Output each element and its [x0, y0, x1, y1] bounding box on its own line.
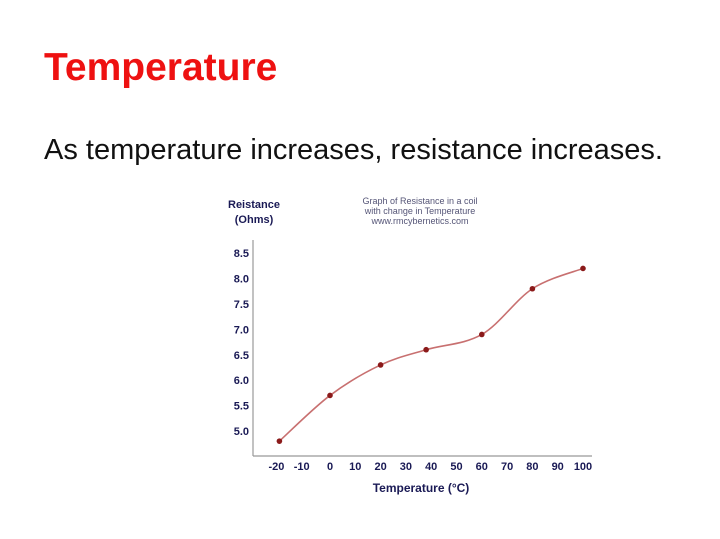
x-tick-label: 70 [501, 461, 513, 473]
x-tick-label: 10 [349, 461, 361, 473]
y-tick-label: 7.0 [234, 324, 249, 336]
data-point [423, 346, 429, 353]
chart-title-line1: Graph of Resistance in a coil [362, 196, 477, 206]
x-tick-label: 90 [552, 461, 564, 473]
x-tick-label: 60 [476, 461, 488, 473]
resistance-curve [278, 267, 584, 442]
slide-body-text: As temperature increases, resistance inc… [44, 134, 663, 166]
x-tick-label: 80 [526, 461, 538, 473]
x-axis-label: Temperature (°C) [373, 481, 470, 495]
data-point [327, 392, 333, 399]
y-tick-label: 8.5 [234, 248, 249, 260]
x-tick-label: 40 [425, 461, 437, 473]
chart-title-line2: with change in Temperature [364, 206, 475, 216]
y-tick-label: 5.0 [234, 426, 249, 438]
slide-title: Temperature [44, 46, 278, 89]
x-tick-label: -20 [268, 461, 284, 473]
x-tick-label: 50 [450, 461, 462, 473]
y-axis-label-line2: (Ohms) [235, 214, 274, 226]
x-tick-label: 20 [374, 461, 386, 473]
y-axis-label-line1: Reistance [228, 199, 280, 211]
x-tick-label: -10 [294, 461, 310, 473]
chart-title-line3: www.rmcybernetics.com [370, 216, 468, 226]
x-tick-label: 0 [327, 461, 333, 473]
y-tick-label: 5.5 [234, 401, 249, 413]
data-point [276, 438, 283, 444]
data-point [580, 265, 586, 272]
data-point [479, 331, 485, 338]
y-tick-label: 6.5 [234, 350, 249, 362]
data-point [529, 285, 536, 292]
y-tick-label: 8.0 [234, 274, 249, 286]
y-tick-label: 7.5 [234, 299, 249, 311]
y-tick-label: 6.0 [234, 375, 249, 387]
x-tick-label: 30 [400, 461, 412, 473]
data-point [377, 362, 384, 368]
x-tick-label: 100 [574, 461, 592, 473]
